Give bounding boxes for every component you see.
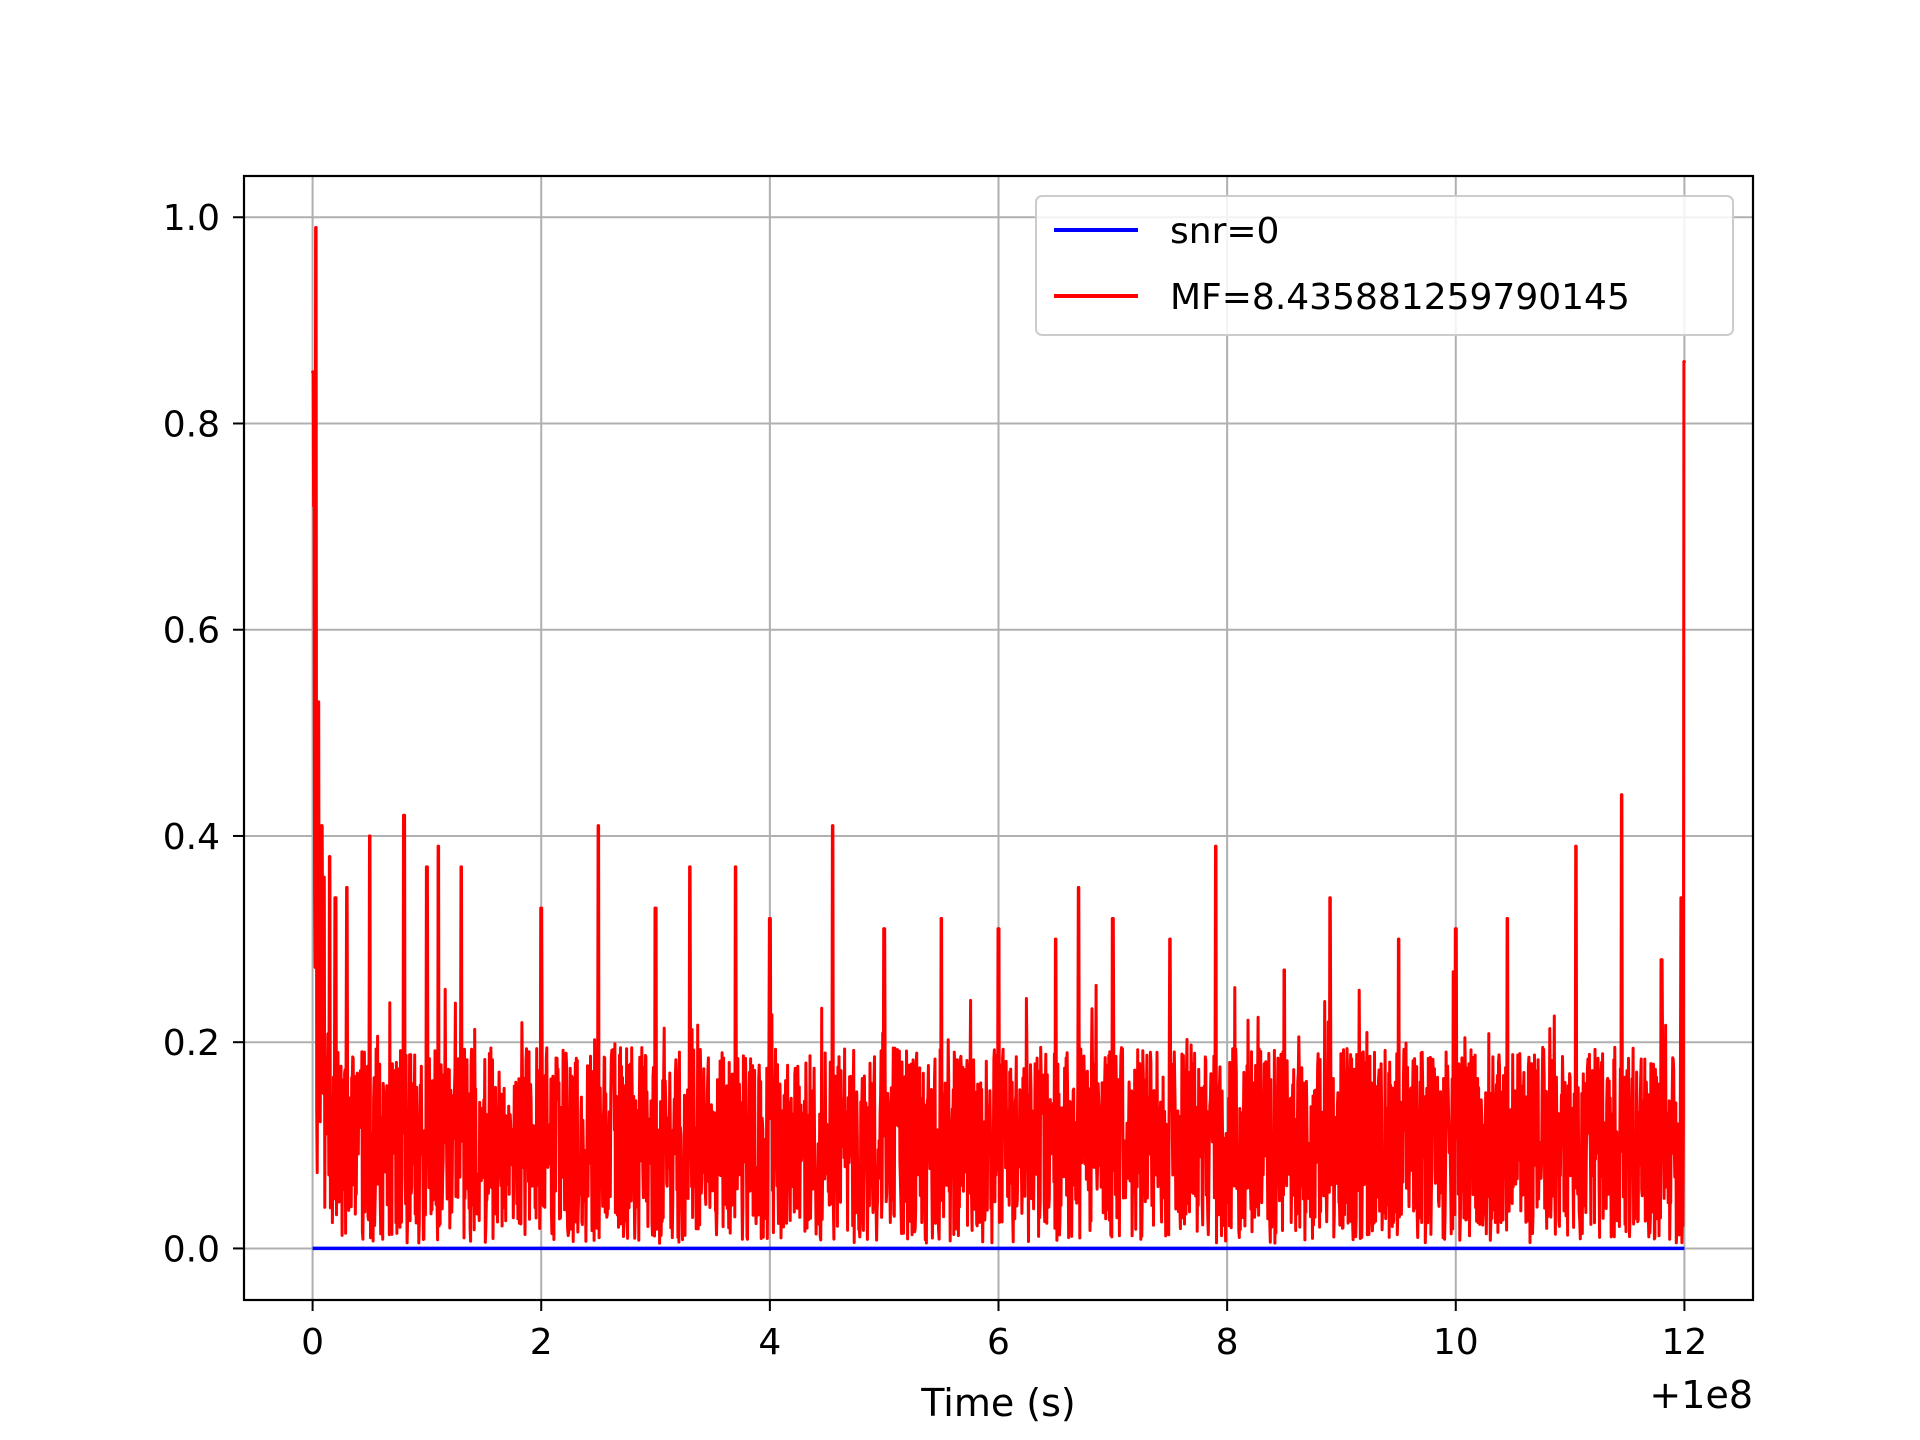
data-point (1397, 937, 1401, 941)
data-point (333, 896, 337, 900)
x-axis-label: Time (s) (920, 1381, 1076, 1425)
data-point (328, 855, 332, 859)
data-point (345, 886, 349, 890)
data-point (734, 865, 738, 869)
legend-box (1035, 195, 1734, 336)
data-point (768, 916, 772, 920)
data-point (322, 875, 326, 879)
data-point (654, 906, 658, 910)
data-point (997, 927, 1000, 931)
data-point (425, 865, 429, 869)
y-tick-label: 0.6 (163, 611, 220, 652)
data-point (316, 700, 320, 704)
x-tick-label: 8 (1216, 1322, 1239, 1363)
data-point (1168, 937, 1172, 941)
data-point (311, 370, 315, 374)
data-point (368, 834, 372, 838)
data-point (688, 865, 692, 869)
data-point (1660, 958, 1664, 962)
x-tick-label: 12 (1662, 1322, 1708, 1363)
data-point (320, 824, 324, 828)
y-tick-label: 1.0 (163, 198, 220, 239)
y-tick-label: 0.2 (163, 1023, 220, 1064)
data-point (831, 824, 835, 828)
data-point (1620, 793, 1624, 797)
data-point (402, 813, 406, 817)
y-tick-label: 0.8 (163, 404, 220, 445)
data-point (882, 927, 886, 931)
data-point (312, 504, 316, 508)
data-point (1054, 937, 1058, 941)
data-point (436, 844, 440, 848)
legend: snr=0 MF=8.435881259790145 (1035, 195, 1734, 336)
series-layer (311, 226, 1686, 1251)
x-tick-label: 6 (987, 1322, 1010, 1363)
x-tick-label: 2 (530, 1322, 553, 1363)
x-tick-label: 0 (301, 1322, 324, 1363)
y-tick-label: 0.4 (163, 817, 220, 858)
data-point (939, 916, 943, 920)
data-point (1454, 927, 1458, 931)
legend-label: MF=8.435881259790145 (1170, 277, 1630, 318)
data-point (1328, 896, 1332, 900)
y-tick-label: 0.0 (163, 1229, 220, 1270)
data-point (1679, 896, 1683, 900)
data-point (1682, 360, 1686, 364)
data-point (1574, 844, 1578, 848)
x-tick-label: 4 (758, 1322, 781, 1363)
data-point (1214, 844, 1218, 848)
data-point (1505, 916, 1509, 920)
data-point (1077, 886, 1081, 890)
data-point (1282, 968, 1286, 972)
data-point (1111, 916, 1115, 920)
x-axis-offset-label: +1e8 (1649, 1373, 1753, 1417)
x-tick-label: 10 (1433, 1322, 1479, 1363)
data-point (596, 824, 600, 828)
data-point (314, 226, 318, 230)
data-point (459, 865, 463, 869)
data-point (539, 906, 543, 910)
tick-layer: 0 2 4 6 8 10 12 0.0 0.2 0.4 0.6 0.8 1.0 (163, 198, 1708, 1363)
legend-label: snr=0 (1170, 211, 1279, 252)
